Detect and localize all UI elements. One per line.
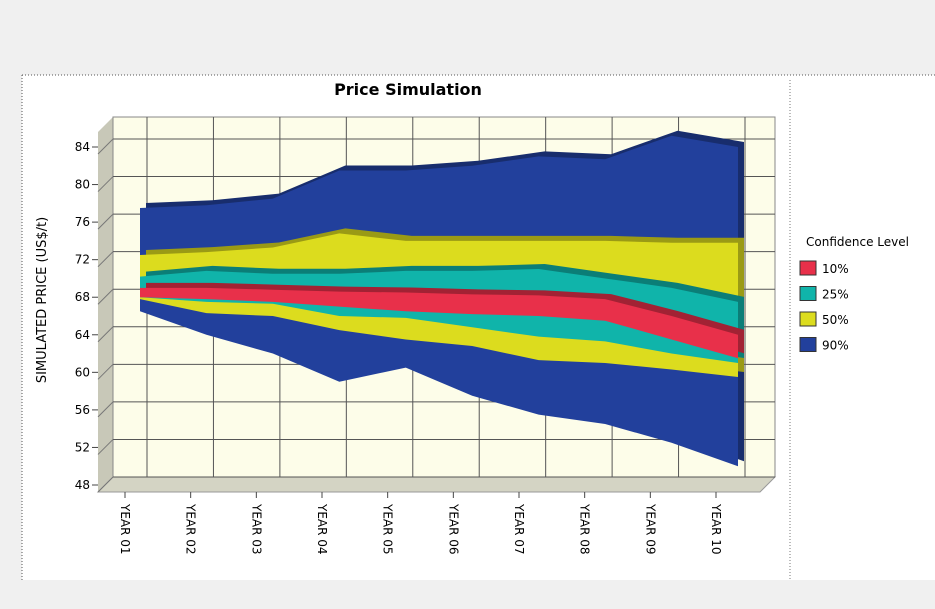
legend-swatch <box>799 337 817 352</box>
grid-line-side <box>97 251 114 268</box>
y-tick-label: 60 <box>75 365 90 379</box>
grid-line-side <box>97 176 114 192</box>
y-axis-title: SIMULATED PRICE (US$/t) <box>35 217 50 383</box>
y-tick-label: 76 <box>75 215 90 229</box>
legend-label: 90% <box>822 339 849 353</box>
y-tick-label: 64 <box>75 328 90 342</box>
x-tick-label: YEAR 07 <box>512 503 526 555</box>
legend-label: 50% <box>822 313 849 327</box>
grid-line-side <box>97 363 114 380</box>
y-tick-label: 48 <box>75 478 90 492</box>
x-tick-label: YEAR 04 <box>315 503 329 555</box>
chart-title: Price Simulation <box>334 80 482 99</box>
legend: 10% 25% 50% 90% <box>799 260 849 353</box>
x-tick-label: YEAR 03 <box>249 503 263 555</box>
legend-swatch <box>799 286 817 301</box>
x-tick-label: YEAR 06 <box>446 503 460 555</box>
x-tick-label: YEAR 09 <box>643 503 657 555</box>
y-tick-label: 84 <box>75 140 90 154</box>
y-tick-label: 80 <box>75 178 90 192</box>
left-wall <box>98 117 113 492</box>
x-tick-label: YEAR 02 <box>184 503 198 555</box>
y-tick-label: 52 <box>75 440 90 454</box>
grid-line-side <box>97 326 114 343</box>
bands <box>140 130 744 467</box>
x-tick-label: YEAR 08 <box>578 503 592 555</box>
grid-line-side <box>97 138 114 155</box>
legend-label: 25% <box>822 288 849 302</box>
grid-line-side <box>97 401 114 418</box>
band <box>140 287 738 359</box>
x-tick-label: YEAR 01 <box>118 503 132 555</box>
x-tick-label: YEAR 05 <box>381 503 395 555</box>
y-tick-label: 68 <box>75 290 90 304</box>
legend-swatch <box>799 311 817 327</box>
legend-label: 10% <box>822 262 849 276</box>
y-tick-label: 72 <box>75 253 90 267</box>
floor <box>96 476 777 493</box>
grid-line-side <box>97 476 114 493</box>
grid-line-side <box>97 439 114 455</box>
x-tick-label: YEAR 10 <box>709 503 723 555</box>
grid-line-side <box>97 213 114 230</box>
axes: 48 52 56 60 64 68 72 76 80 84 YEAR 01 YEAR 02 YEAR 0… <box>75 140 723 555</box>
y-tick-label: 56 <box>75 403 90 417</box>
legend-title: Confidence Level <box>806 235 909 249</box>
grid-line-side <box>97 288 114 305</box>
legend-swatch <box>799 260 817 276</box>
